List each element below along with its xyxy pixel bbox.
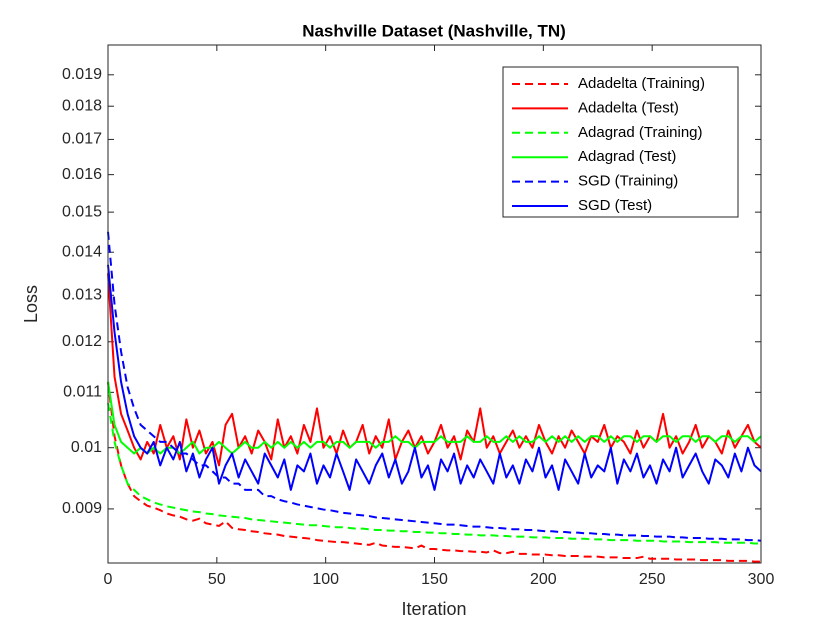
legend-label: Adadelta (Training) [578, 75, 705, 92]
series-line [107, 402, 761, 545]
y-tick-label: 0.014 [62, 243, 102, 260]
series-line [107, 381, 762, 455]
x-tick-label: 200 [530, 571, 557, 588]
series-line [107, 264, 762, 491]
y-tick-label: 0.013 [62, 286, 102, 303]
x-tick-label: 50 [208, 571, 226, 588]
legend: Adadelta (Training) Adadelta (Test) Adagra… [502, 66, 739, 218]
y-tick-label: 0.011 [63, 384, 102, 401]
series-line [107, 381, 761, 563]
y-axis-label: Loss [21, 285, 41, 323]
x-tick-label: 100 [312, 571, 339, 588]
x-tick-label: 150 [421, 571, 448, 588]
y-tick-label: 0.018 [62, 97, 102, 114]
plot-frame [107, 44, 762, 564]
y-tick-label: 0.015 [62, 203, 102, 220]
y-tick-label: 0.016 [62, 166, 102, 183]
x-tick-label: 0 [104, 571, 113, 588]
legend-label: SGD (Test) [578, 197, 652, 214]
y-tick-label: 0.009 [62, 500, 102, 517]
y-tick-label: 0.012 [62, 333, 102, 350]
legend-box [502, 66, 739, 218]
chart-title: Nashville Dataset (Nashville, TN) [302, 21, 566, 40]
x-axis-label: Iteration [401, 599, 466, 619]
legend-label: Adadelta (Test) [578, 99, 679, 116]
legend-label: Adagrad (Training) [578, 124, 703, 141]
y-tick-label: 0.017 [62, 131, 102, 148]
legend-label: Adagrad (Test) [578, 148, 676, 165]
y-tick-label: 0.019 [62, 66, 102, 83]
x-tick-label: 300 [748, 571, 775, 588]
x-tick-label: 250 [639, 571, 666, 588]
y-tick-label: 0.01 [71, 439, 102, 456]
legend-label: SGD (Training) [578, 173, 678, 190]
